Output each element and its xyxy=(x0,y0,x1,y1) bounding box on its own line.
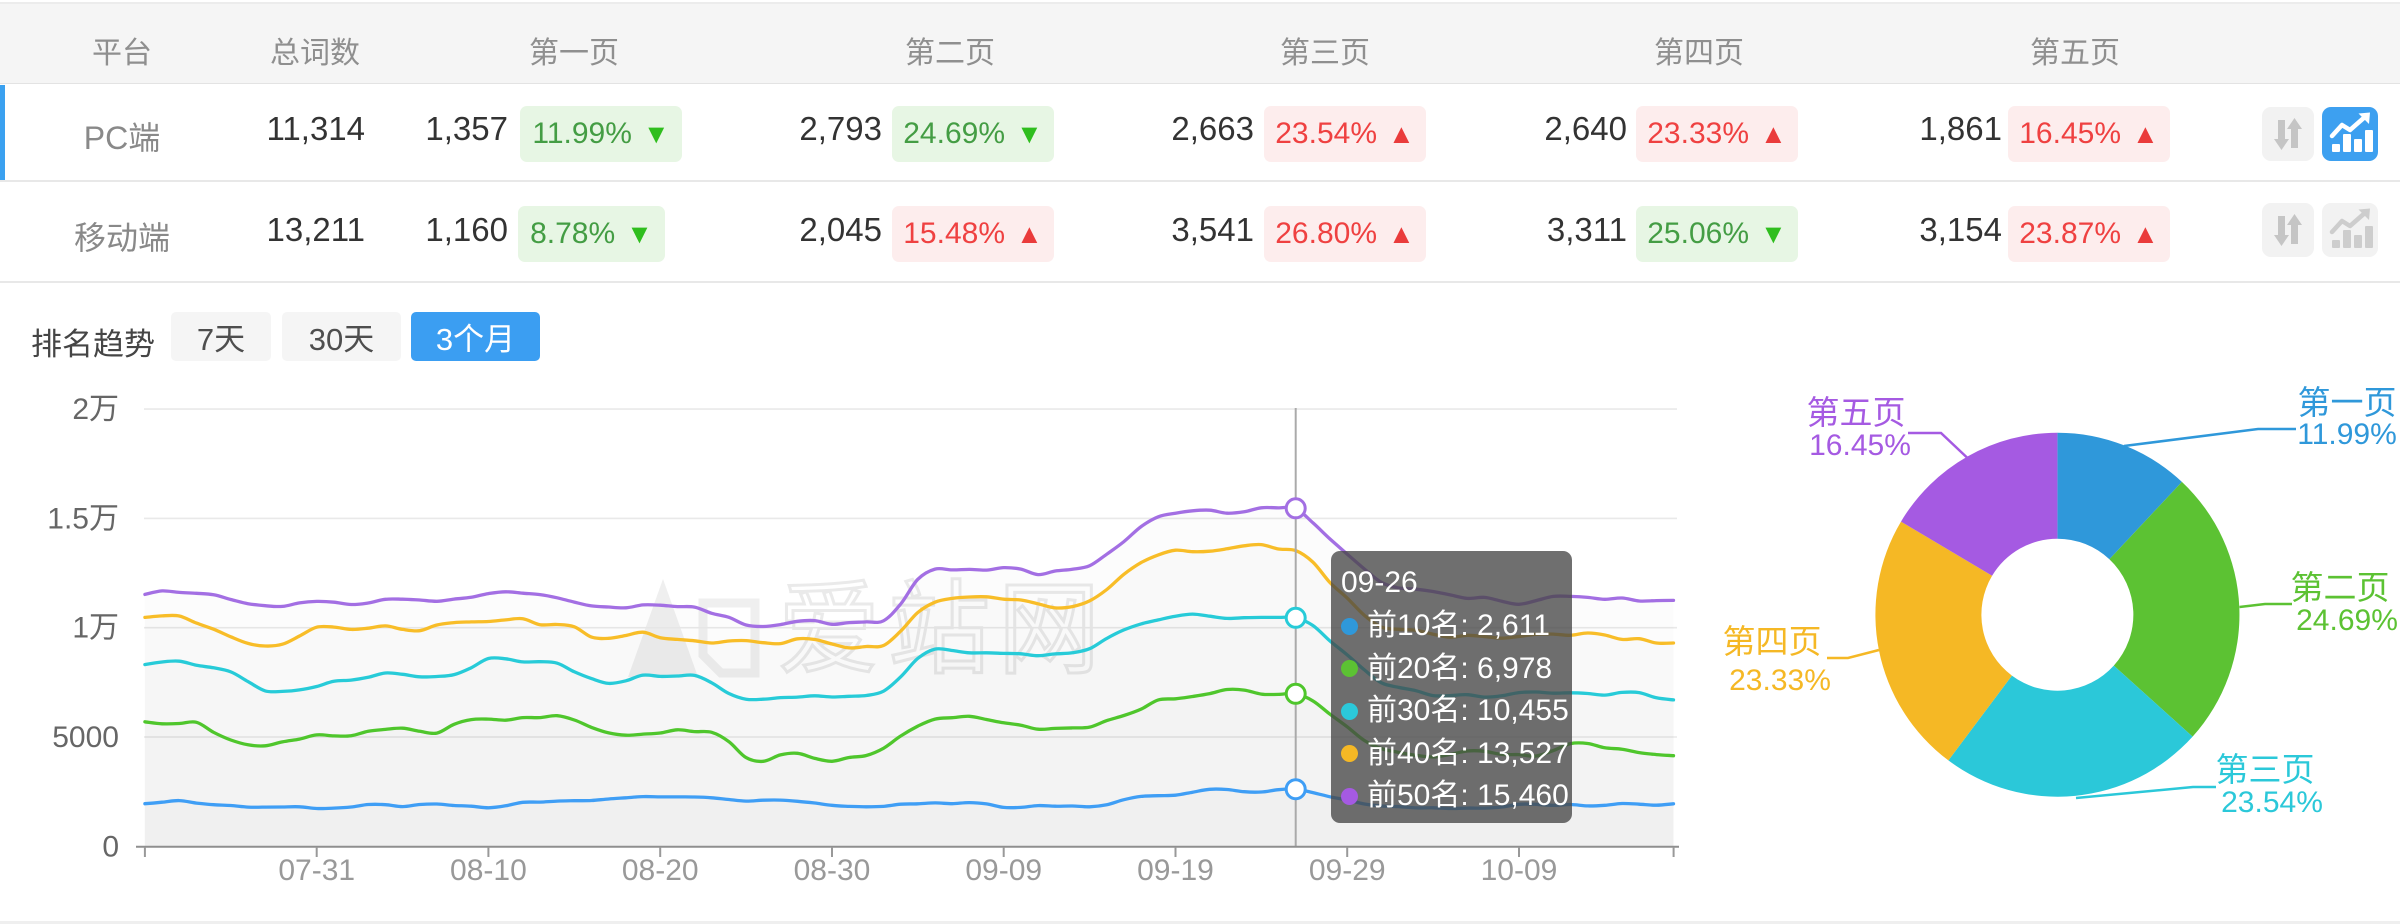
svg-text:11.99%: 11.99% xyxy=(2297,418,2397,451)
svg-text:第一页: 第一页 xyxy=(2298,384,2397,421)
svg-text:第三页: 第三页 xyxy=(2216,751,2315,788)
svg-text:1.5万: 1.5万 xyxy=(47,502,119,535)
svg-text:08-20: 08-20 xyxy=(622,854,699,887)
svg-text:08-10: 08-10 xyxy=(450,854,527,887)
svg-text:第五页: 第五页 xyxy=(1807,394,1906,431)
svg-text:16.45%: 16.45% xyxy=(1809,429,1911,462)
svg-text:23.33%: 23.33% xyxy=(1729,664,1831,697)
svg-text:0: 0 xyxy=(102,830,119,863)
svg-text:09-29: 09-29 xyxy=(1309,854,1386,887)
svg-text:07-31: 07-31 xyxy=(278,854,355,887)
svg-text:第二页: 第二页 xyxy=(2291,569,2390,606)
svg-text:爱站网: 爱站网 xyxy=(778,573,1108,687)
svg-text:23.54%: 23.54% xyxy=(2221,786,2323,819)
svg-text:5000: 5000 xyxy=(52,721,119,754)
svg-text:1万: 1万 xyxy=(72,612,119,645)
svg-text:09-09: 09-09 xyxy=(965,854,1042,887)
svg-text:2万: 2万 xyxy=(72,393,119,426)
svg-text:第四页: 第四页 xyxy=(1723,623,1822,660)
svg-text:10-09: 10-09 xyxy=(1481,854,1558,887)
svg-text:24.69%: 24.69% xyxy=(2296,604,2398,637)
svg-text:08-30: 08-30 xyxy=(794,854,871,887)
svg-text:09-19: 09-19 xyxy=(1137,854,1214,887)
